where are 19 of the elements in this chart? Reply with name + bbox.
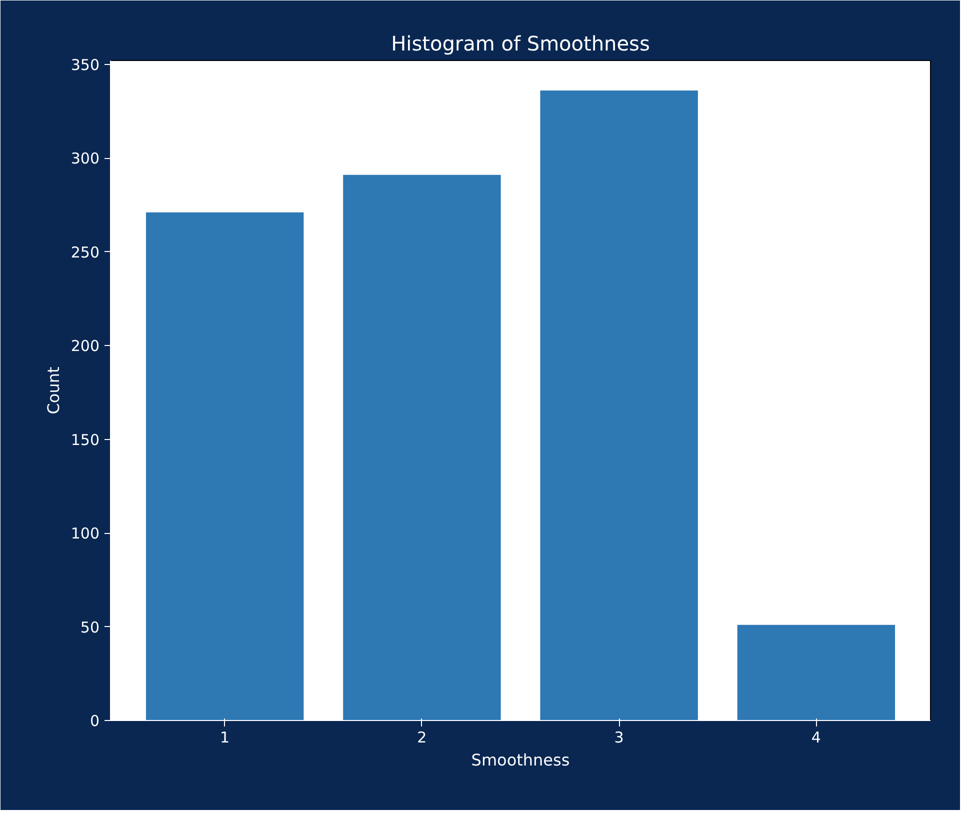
y-tick-label: 300: [70, 150, 100, 168]
bar: [146, 212, 304, 720]
y-tick-label: 50: [80, 618, 100, 636]
bar: [343, 174, 501, 720]
x-axis-title: Smoothness: [471, 750, 570, 770]
x-tick-label: 4: [811, 728, 821, 746]
x-tick-label: 2: [417, 728, 427, 746]
chart-title: Histogram of Smoothness: [391, 32, 650, 56]
y-tick-label: 0: [90, 712, 100, 730]
y-tick-label: 150: [70, 430, 100, 449]
y-axis-title: Count: [44, 366, 63, 414]
x-tick-label: 3: [614, 728, 624, 746]
y-tick-label: 250: [70, 243, 100, 262]
bar: [540, 90, 698, 720]
y-tick-label: 200: [70, 337, 100, 355]
y-tick-label: 100: [70, 524, 100, 542]
y-tick-label: 350: [70, 56, 100, 74]
x-tick-label: 1: [220, 728, 230, 746]
bar: [737, 624, 896, 720]
